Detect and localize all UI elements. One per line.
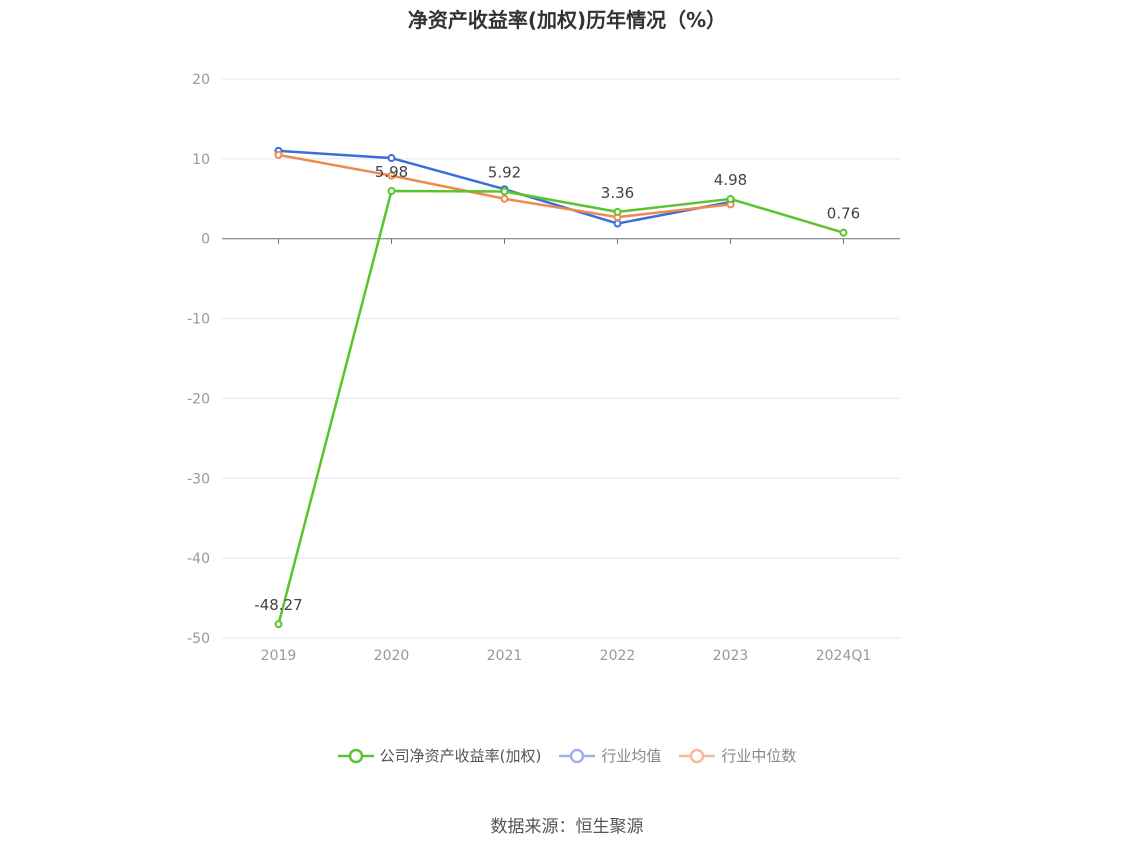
y-tick-label: 20	[192, 72, 210, 88]
data-point	[613, 219, 622, 228]
data-point	[274, 620, 283, 629]
y-tick-label: 0	[201, 232, 210, 248]
legend-label-industry-median: 行业中位数	[721, 747, 797, 765]
legend-item-industry-mean[interactable]: 行业均值	[559, 745, 661, 766]
data-label: -48.27	[254, 596, 302, 614]
data-point	[839, 228, 848, 237]
data-point	[387, 171, 396, 180]
x-tick-label: 2019	[261, 648, 297, 664]
y-tick-label: -30	[187, 471, 210, 487]
data-point	[387, 186, 396, 195]
y-tick-label: -40	[187, 551, 210, 567]
data-label: 0.76	[827, 205, 860, 223]
data-label: 3.36	[601, 184, 634, 202]
x-tick-label: 2024Q1	[816, 648, 872, 664]
y-tick-label: -20	[187, 391, 210, 407]
data-point	[726, 194, 735, 203]
legend-marker-industry-median	[679, 748, 716, 763]
legend-label-industry-mean: 行业均值	[601, 747, 662, 765]
legend-marker-industry-mean	[559, 748, 596, 763]
data-label: 4.98	[714, 171, 747, 189]
legend-marker-company	[337, 748, 374, 763]
data-label: 5.92	[488, 163, 521, 181]
x-tick-label: 2022	[600, 648, 636, 664]
series-line	[277, 189, 844, 625]
data-point	[387, 154, 396, 163]
legend-label-company: 公司净资产收益率(加权)	[379, 747, 542, 765]
x-tick-label: 2021	[487, 648, 523, 664]
chart-title: 净资产收益率(加权)历年情况（%）	[407, 8, 727, 32]
y-tick-label: -10	[187, 312, 210, 328]
x-tick-label: 2023	[713, 648, 749, 664]
data-point	[274, 150, 283, 159]
legend-item-industry-median[interactable]: 行业中位数	[679, 745, 796, 766]
data-point	[500, 187, 509, 196]
x-tick-label: 2020	[374, 648, 410, 664]
chart-legend: 公司净资产收益率(加权) 行业均值 行业中位数	[0, 745, 1134, 766]
y-tick-label: 10	[192, 152, 210, 168]
data-label: 5.98	[375, 163, 408, 181]
data-point	[500, 194, 509, 203]
legend-item-company[interactable]: 公司净资产收益率(加权)	[337, 745, 542, 766]
data-point	[613, 207, 622, 216]
y-tick-label: -50	[187, 631, 210, 647]
data-source: 数据来源：恒生聚源	[490, 817, 644, 837]
